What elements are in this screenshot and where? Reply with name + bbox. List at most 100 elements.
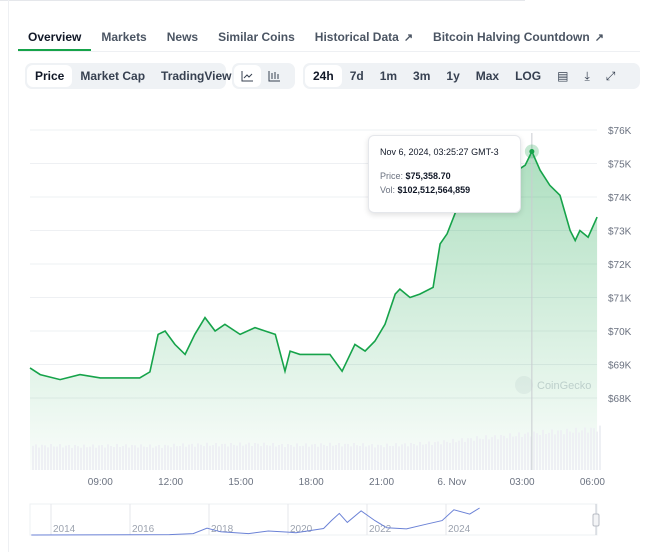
volume-bar	[389, 445, 391, 470]
range-log-button[interactable]: LOG	[515, 69, 542, 83]
tab-markets[interactable]: Markets	[91, 22, 156, 51]
volume-bar	[92, 444, 94, 470]
x-tick-label: 12:00	[158, 477, 183, 488]
volume-bar	[173, 443, 175, 470]
volume-bar	[413, 443, 415, 470]
tab-label: Overview	[28, 30, 82, 44]
volume-bar	[509, 433, 511, 470]
volume-bar	[458, 440, 460, 470]
volume-bar	[32, 445, 34, 470]
volume-bar	[191, 443, 193, 470]
volume-bar	[590, 427, 592, 470]
navigator-year-label: 2022	[369, 524, 392, 535]
volume-bar	[572, 432, 574, 470]
line-chart-icon[interactable]	[234, 65, 261, 87]
left-divider	[8, 0, 9, 552]
volume-bar	[137, 447, 139, 470]
volume-bar	[290, 444, 292, 470]
tab-similar-coins[interactable]: Similar Coins	[208, 22, 305, 51]
view-price-button[interactable]: Price	[27, 65, 73, 87]
download-icon[interactable]: ⤓	[584, 68, 590, 83]
view-market-cap-button[interactable]: Market Cap	[80, 69, 146, 83]
volume-bar	[416, 445, 418, 470]
volume-bar	[134, 445, 136, 470]
volume-bar	[461, 438, 463, 470]
volume-bar	[194, 446, 196, 470]
tooltip-vol: $102,512,564,859	[397, 185, 471, 195]
tooltip-vol-label: Vol:	[380, 185, 396, 195]
range-1y-button[interactable]: 1y	[446, 69, 460, 83]
calendar-icon[interactable]: ▤	[557, 69, 569, 83]
volume-bar	[200, 444, 202, 470]
tab-historical-data[interactable]: Historical Data ↗	[305, 22, 423, 51]
volume-bar	[515, 436, 517, 470]
volume-bar	[263, 442, 265, 470]
range-group: 24h 7d 1m 3m 1y Max LOG ▤ ⤓ ⤢	[303, 63, 640, 89]
volume-bar	[95, 447, 97, 470]
volume-bar	[245, 444, 247, 470]
volume-bar	[587, 432, 589, 470]
volume-bar	[551, 429, 553, 470]
range-1m-button[interactable]: 1m	[379, 69, 398, 83]
volume-bar	[320, 443, 322, 470]
volume-bar	[71, 447, 73, 470]
volume-bar	[440, 444, 442, 470]
tab-news[interactable]: News	[157, 22, 208, 51]
candlestick-chart-icon[interactable]	[261, 65, 288, 87]
volume-bar	[419, 441, 421, 470]
volume-bar	[404, 443, 406, 470]
view-tradingview-button[interactable]: TradingView	[161, 69, 232, 83]
x-tick-label: 18:00	[299, 477, 324, 488]
volume-bar	[35, 444, 37, 470]
volume-bar	[164, 444, 166, 470]
volume-bar	[167, 445, 169, 470]
volume-bar	[98, 445, 100, 470]
y-tick-label: $74K	[608, 193, 632, 204]
navigator-year-label: 2014	[53, 524, 76, 535]
range-7d-button[interactable]: 7d	[349, 69, 364, 83]
navigator-handle[interactable]	[592, 513, 600, 527]
volume-bar	[398, 446, 400, 470]
x-tick-label: 09:00	[88, 477, 113, 488]
tooltip-date: Nov 6, 2024, 03:25:27 GMT-3	[380, 147, 499, 157]
volume-bar	[512, 436, 514, 470]
volume-bar	[353, 442, 355, 470]
tab-label: Bitcoin Halving Countdown	[433, 30, 590, 44]
volume-bar	[50, 444, 52, 470]
volume-bar	[368, 445, 370, 470]
tab-bitcoin-halving-countdown[interactable]: Bitcoin Halving Countdown ↗	[423, 22, 614, 51]
volume-bar	[209, 445, 211, 470]
volume-bar	[131, 444, 133, 470]
volume-bar	[251, 446, 253, 470]
expand-icon[interactable]: ⤢	[605, 68, 616, 83]
range-max-button[interactable]: Max	[475, 69, 500, 83]
volume-bar	[44, 445, 46, 470]
range-24h-button[interactable]: 24h	[305, 65, 342, 87]
volume-bar	[179, 445, 181, 470]
volume-bar	[542, 429, 544, 470]
volume-bar	[158, 444, 160, 470]
y-tick-label: $69K	[608, 361, 632, 372]
volume-bar	[218, 446, 220, 470]
range-3m-button[interactable]: 3m	[413, 69, 431, 83]
y-tick-label: $71K	[608, 294, 632, 305]
volume-bar	[86, 447, 88, 470]
volume-bar	[362, 443, 364, 470]
volume-bar	[329, 442, 331, 470]
x-tick-label: 6. Nov	[437, 477, 466, 488]
volume-bar	[224, 443, 226, 470]
y-tick-label: $70K	[608, 327, 632, 338]
volume-bar	[380, 445, 382, 470]
volume-bar	[284, 447, 286, 470]
volume-bar	[344, 443, 346, 470]
volume-bar	[65, 445, 67, 470]
volume-bar	[119, 446, 121, 470]
volume-bar	[47, 447, 49, 470]
volume-bar	[371, 444, 373, 470]
volume-bar	[428, 441, 430, 470]
tab-overview[interactable]: Overview	[18, 22, 92, 51]
volume-bar	[314, 443, 316, 470]
volume-bar	[74, 444, 76, 470]
volume-bar	[212, 445, 214, 470]
